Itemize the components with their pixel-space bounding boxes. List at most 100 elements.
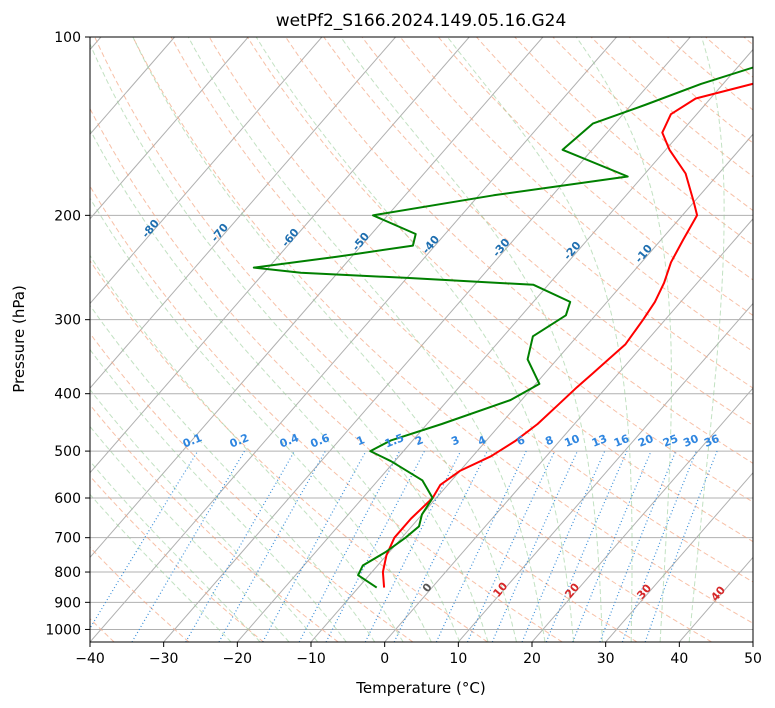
x-tick-label: −40 [75, 651, 105, 667]
dry-adiabat-line [361, 37, 753, 389]
x-tick-label: −20 [223, 651, 253, 667]
mixing-ratio-line [325, 450, 426, 642]
y-axis-ticks: 100 200 300 400 500 600 700 800 900 1000 [45, 30, 90, 638]
isotherm-line [384, 218, 753, 642]
mixing-ratio-line [364, 450, 462, 642]
dry-adiabat-label: 10 [490, 579, 510, 599]
dry-adiabat-label: 20 [562, 580, 582, 600]
mixing-ratio-label: 36 [702, 432, 721, 450]
mixing-ratio-line [185, 450, 296, 642]
dry-adiabat-line [94, 37, 712, 642]
dry-adiabat-line [514, 37, 753, 246]
moist-adiabat-line [688, 37, 725, 642]
isotherm-line [531, 387, 753, 642]
mixing-ratio-line [572, 450, 652, 642]
mixing-ratio-line [298, 450, 401, 642]
isotherm-line [90, 37, 470, 474]
isotherm-line [310, 133, 753, 642]
dry-adiabat-line [323, 37, 753, 426]
y-tick-label: 500 [54, 444, 81, 460]
dry-adiabat-label: -30 [490, 236, 513, 260]
x-tick-label: 40 [670, 651, 688, 667]
dry-adiabat-line [246, 37, 753, 503]
dry-adiabat-line [90, 185, 563, 642]
y-axis-label: Pressure (hPa) [10, 285, 28, 393]
moist-adiabat-line [187, 37, 546, 642]
moist-adiabat-line [575, 37, 673, 642]
y-tick-label: 900 [54, 595, 81, 611]
moist-adiabat-line [90, 348, 347, 642]
dry-adiabat-line [438, 37, 753, 317]
isotherm-line [457, 302, 753, 642]
dry-adiabat-line [590, 37, 753, 178]
moist-adiabat-line [90, 304, 376, 642]
isobar-gridlines [90, 37, 753, 630]
y-tick-label: 1000 [45, 622, 81, 638]
x-tick-label: 50 [744, 651, 762, 667]
mixing-ratio-label: 0.1 [181, 431, 204, 450]
y-tick-label: 100 [54, 30, 81, 46]
moist-adiabat-line [255, 37, 575, 642]
x-axis-ticks: −40 −30 −20 −10 0 10 20 30 40 50 [75, 642, 762, 667]
mixing-ratio-line [545, 450, 628, 642]
isotherm-line [678, 556, 753, 642]
x-tick-label: 10 [449, 651, 467, 667]
mixing-ratio-label: 1 [355, 433, 367, 448]
dry-adiabat-line [90, 259, 488, 642]
y-tick-label: 600 [54, 491, 81, 507]
moist-adiabat-line [90, 460, 261, 642]
mixing-ratio-line [393, 450, 488, 642]
isotherm-line [90, 37, 249, 220]
moist-adiabat-line [90, 254, 404, 642]
moist-adiabat-line [447, 37, 633, 642]
moist-adiabat-line [90, 197, 432, 642]
dry-adiabat-label: -80 [139, 217, 162, 241]
dry-adiabat-line [90, 332, 414, 642]
mixing-ratio-line [599, 450, 677, 642]
moist-adiabats [90, 37, 725, 642]
mixing-ratio-label: 1.5 [383, 431, 406, 450]
x-axis-label: Temperature (°C) [355, 679, 485, 697]
dry-adiabat-line [132, 37, 753, 624]
isotherm-line [605, 471, 753, 642]
dry-adiabat-line [170, 37, 753, 583]
mixing-ratio-line [218, 450, 326, 642]
dry-adiabat-line [90, 107, 638, 642]
isotherm-line [163, 37, 691, 642]
dry-adiabat-label: -60 [279, 226, 302, 250]
mixing-ratio-label: 8 [543, 433, 555, 448]
mixing-ratio-lines [90, 450, 718, 642]
y-tick-label: 200 [54, 208, 81, 224]
mixing-ratio-label: 30 [681, 432, 700, 450]
mixing-ratio-line [435, 450, 527, 642]
dry-adiabat-line [208, 37, 753, 543]
y-tick-label: 800 [54, 565, 81, 581]
dry-adiabat-label: -40 [419, 233, 442, 257]
mixing-ratio-line [262, 450, 367, 642]
y-tick-label: 700 [54, 531, 81, 547]
mixing-ratio-line [491, 450, 578, 642]
dry-adiabat-line [705, 37, 753, 78]
dry-adiabat-line [743, 37, 753, 46]
moist-adiabat-line [90, 425, 290, 642]
mixing-ratio-label: 0.6 [309, 431, 332, 450]
mixing-ratio-label: 16 [612, 432, 631, 450]
dry-adiabat-label: -70 [208, 221, 231, 245]
mixing-ratio-label: 0.4 [278, 431, 301, 450]
x-tick-label: 0 [380, 651, 389, 667]
mixing-ratio-label: 25 [661, 432, 680, 450]
x-tick-label: 20 [523, 651, 541, 667]
isotherm-line [90, 37, 396, 389]
chart-title: wetPf2_S166.2024.149.05.16.G24 [276, 11, 567, 31]
mixing-ratio-line [90, 450, 199, 630]
mixing-ratio-label: 20 [636, 432, 655, 450]
dry-adiabat-label: 30 [634, 581, 654, 601]
mixing-ratio-label: 2 [413, 433, 425, 448]
moist-adiabat-line [90, 128, 461, 642]
moist-adiabat-line [90, 42, 489, 642]
isotherm-line [90, 37, 544, 559]
reference-line-labels: 0.1 0.2 0.4 0.6 1 1.5 2 3 4 6 8 10 13 16 20 25 30 36-80 -7… [139, 217, 728, 604]
isotherm-line [90, 37, 617, 642]
mixing-ratio-line [621, 450, 697, 642]
